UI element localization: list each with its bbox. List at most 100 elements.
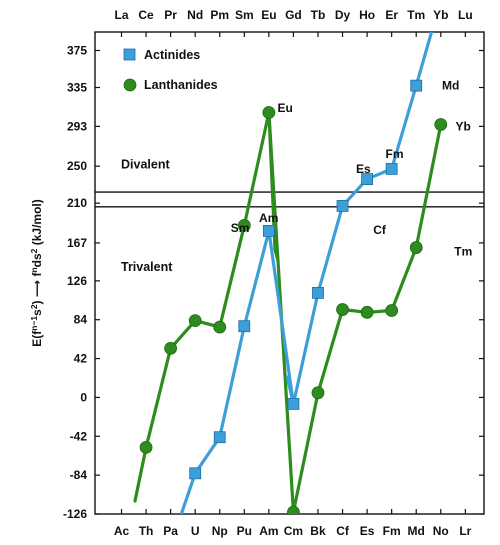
series-line-actinides (179, 32, 434, 514)
bottom-axis: Ac Th Pa U Np Pu Am Cm Bk Cf Es Fm Md No Lr (114, 509, 472, 538)
point-label: Tm (454, 244, 472, 258)
point-label: Yb (456, 119, 471, 133)
bottom-tick-label: Lr (459, 524, 471, 538)
y-tick-label: 126 (67, 274, 87, 288)
actinide-point (435, 0, 446, 5)
bottom-tick-label: Cf (336, 524, 350, 538)
y-axis-label-part: s (30, 309, 44, 316)
y-axis: -126 -84 -42 0 42 84 126 167 210 250 293 335 375 (63, 44, 484, 521)
lanthanide-point (434, 118, 448, 131)
y-axis-label-part: ) (30, 297, 44, 304)
top-tick-label: Pr (164, 8, 177, 22)
legend-actinides-marker (123, 48, 136, 61)
bottom-tick-label: Am (259, 524, 278, 538)
y-axis-label-part: E(f (30, 330, 44, 347)
top-axis: La Ce Pr Nd Pm Sm Eu Gd Tb Dy Ho Er Tm Yb Lu (114, 8, 473, 37)
legend-lanthanides-marker (123, 78, 137, 92)
bottom-tick-label: Es (360, 524, 375, 538)
y-axis-label-part: ds (30, 253, 44, 267)
top-tick-label: Eu (261, 8, 276, 22)
actinide-point (410, 79, 423, 92)
point-label: Md (442, 79, 459, 93)
actinide-point (312, 286, 324, 299)
legend-lanthanides-label: Lanthanides (144, 78, 218, 92)
series-extra-segment-lanthanides (267, 110, 280, 261)
lanthanide-point (360, 305, 374, 319)
top-tick-label: Sm (235, 8, 254, 22)
y-axis-label-part: n−1 (29, 316, 39, 331)
actinide-point (287, 398, 300, 410)
point-label: Am (259, 211, 278, 225)
actinide-point (385, 163, 398, 175)
y-axis-label-part: ⟶ (30, 280, 44, 297)
actinide-point (213, 431, 226, 444)
series-extra-segment-lanthanides (133, 445, 148, 503)
bottom-tick-label: Np (212, 524, 228, 538)
actinide-point (189, 467, 202, 480)
top-tick-label: Gd (285, 8, 302, 22)
bottom-tick-label: Bk (310, 524, 326, 538)
top-tick-label: Lu (458, 8, 473, 22)
point-label: Fm (386, 147, 404, 161)
bottom-tick-label: Th (139, 524, 154, 538)
region-label: Divalent (121, 157, 170, 171)
y-axis-label-part: 2 (29, 304, 39, 309)
bottom-tick-label: Pu (237, 524, 252, 538)
bottom-tick-label: Md (408, 524, 425, 538)
y-tick-label: 293 (67, 119, 87, 133)
lanthanide-point (336, 303, 349, 316)
actinide-point (336, 200, 349, 212)
y-tick-label: 167 (67, 236, 87, 250)
point-label: Cf (373, 223, 387, 237)
legend: Actinides Lanthanides (123, 48, 218, 92)
lanthanide-point (262, 106, 276, 119)
point-label: Sm (231, 221, 250, 235)
y-tick-label: 0 (80, 390, 87, 404)
point-annotations: Eu Yb Md Fm Es Cf Sm Am Tm (231, 79, 472, 259)
lanthanide-point (213, 320, 227, 334)
y-tick-label: -42 (70, 429, 88, 443)
y-tick-label: 84 (74, 313, 88, 327)
lanthanide-point (311, 386, 325, 400)
series-markers (139, 0, 448, 545)
actinide-point (165, 540, 176, 545)
y-tick-label: 42 (74, 352, 88, 366)
top-tick-label: Dy (335, 8, 351, 22)
legend-actinides-label: Actinides (144, 48, 200, 62)
bottom-tick-label: Ac (114, 524, 130, 538)
bottom-tick-label: Cm (284, 524, 303, 538)
bottom-tick-label: Pa (163, 524, 178, 538)
y-tick-label: 250 (67, 159, 87, 173)
point-label: Eu (277, 101, 292, 115)
top-tick-label: La (114, 8, 128, 22)
top-tick-label: Yb (433, 8, 448, 22)
y-axis-label-part: f (30, 272, 44, 280)
y-axis-label-part: 2 (29, 248, 39, 253)
reference-lines (95, 191, 484, 208)
lanthanide-point (237, 218, 251, 232)
y-tick-label: 375 (67, 44, 87, 58)
lanthanide-point (409, 241, 423, 254)
y-tick-label: 335 (67, 81, 87, 95)
bottom-tick-label: Fm (383, 524, 401, 538)
top-tick-label: Pm (210, 8, 229, 22)
bottom-tick-label: U (191, 524, 200, 538)
actinide-point (238, 320, 251, 333)
point-label: Es (356, 162, 371, 176)
lanthanide-point (164, 341, 178, 355)
lanthanide-point (287, 505, 300, 514)
bottom-tick-label: No (433, 524, 449, 538)
top-tick-label: Ce (138, 8, 154, 22)
top-tick-label: Er (385, 8, 398, 22)
region-label: Trivalent (121, 260, 173, 274)
lanthanide-point (188, 314, 202, 328)
lanthanide-point (385, 304, 399, 317)
y-axis-label-part: (kJ/mol) (30, 199, 44, 248)
top-tick-label: Tm (407, 8, 425, 22)
top-tick-label: Tb (311, 8, 326, 22)
actinide-point (361, 173, 374, 185)
top-tick-label: Ho (359, 8, 375, 22)
y-tick-label: 210 (67, 196, 87, 210)
top-tick-label: Nd (187, 8, 203, 22)
